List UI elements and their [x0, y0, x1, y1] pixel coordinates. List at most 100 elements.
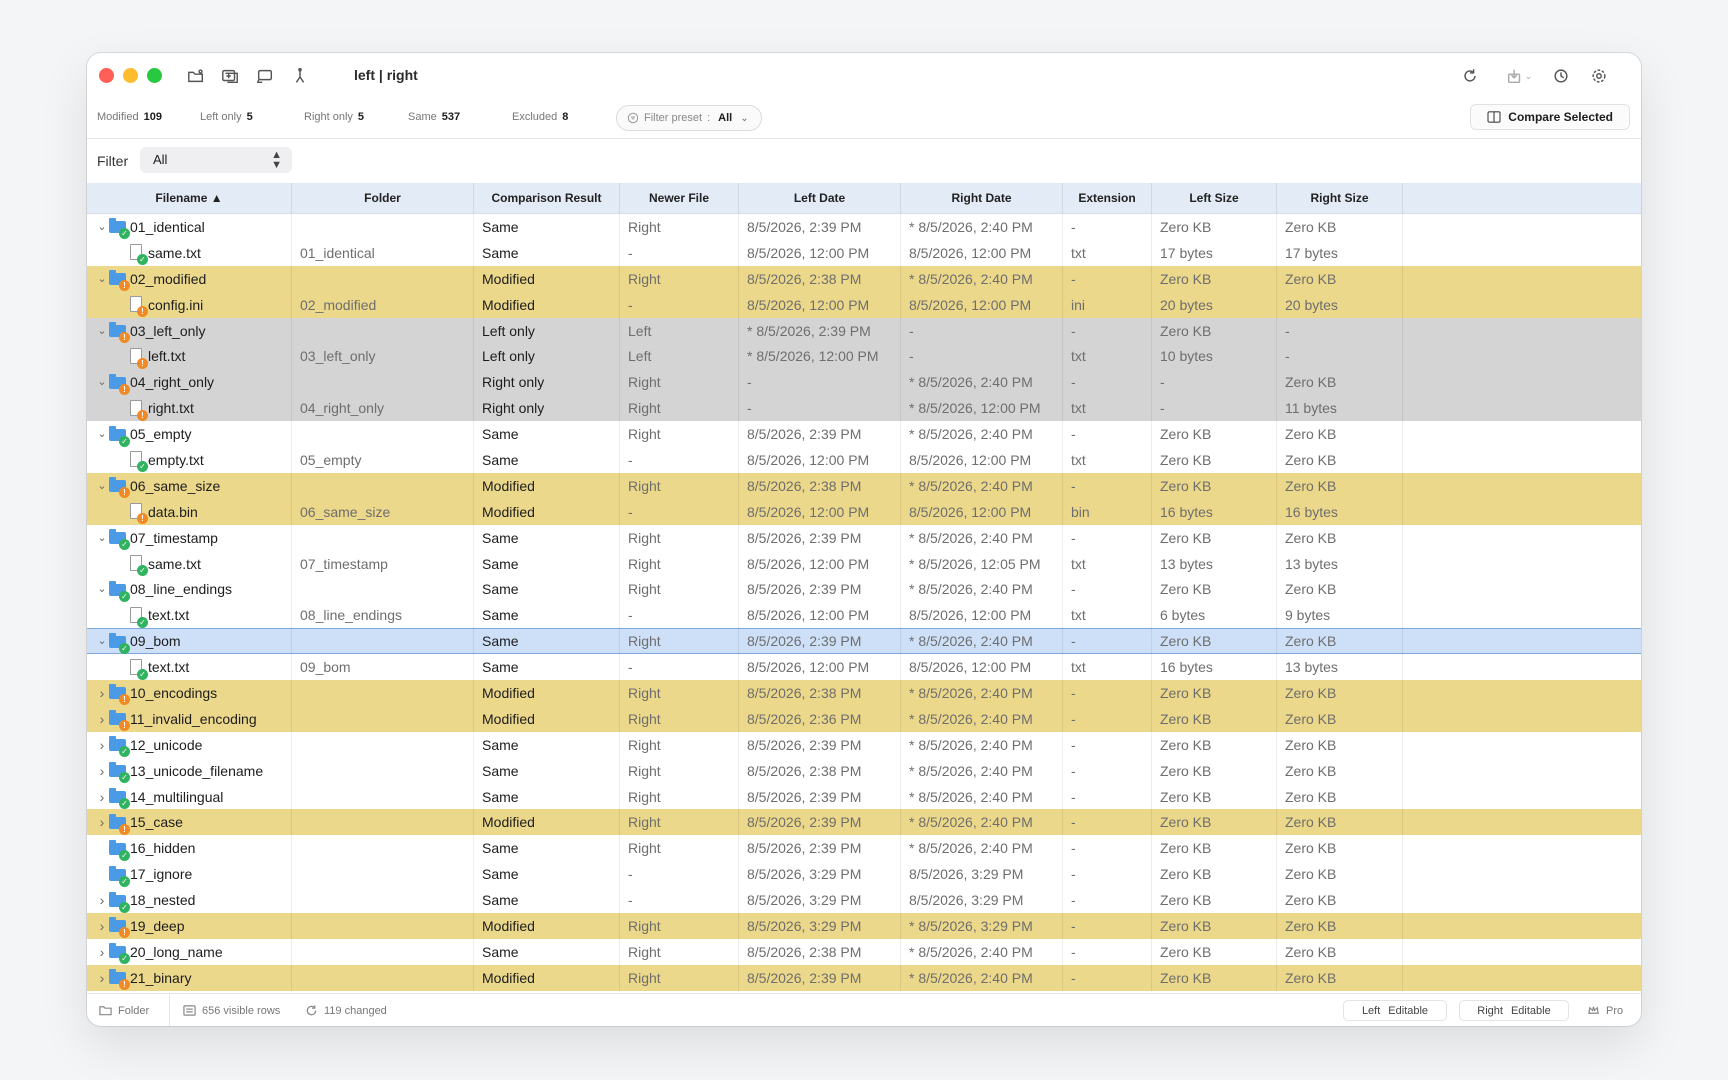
table-row[interactable]: ›! 19_deep Modified Right 8/5/2026, 3:29 PM *…	[87, 913, 1641, 939]
right-size-cell: 11 bytes	[1277, 395, 1403, 422]
table-row[interactable]: ⌄! 04_right_only Right only Right - * 8/5/202…	[87, 369, 1641, 396]
table-row[interactable]: › ✓ 18_nested Same -8/5/2026, 3:29 PM 8/5/202…	[87, 887, 1641, 914]
chevron-down-icon[interactable]: ⌄	[97, 531, 107, 544]
chevron-down-icon[interactable]: ⌄	[97, 220, 107, 233]
left-editable-toggle[interactable]: Left Editable	[1343, 1000, 1447, 1021]
chevron-right-icon[interactable]: ›	[99, 736, 105, 753]
table-row[interactable]: ✓ same.txt 01_identical Same -8/5/2026, 12:0…	[87, 239, 1641, 266]
chevron-right-icon[interactable]: ›	[99, 943, 105, 960]
table-row[interactable]: ! config.ini 02_modified Modified -8/5/2026,…	[87, 291, 1641, 318]
history-icon[interactable]	[1549, 64, 1573, 88]
table-row[interactable]: › ✓ 14_multilingual Same Right 8/5/2026, 2:39…	[87, 783, 1641, 810]
table-row[interactable]: ⌄! 06_same_size Modified Right 8/5/2026, 2:3…	[87, 472, 1641, 499]
chevron-down-icon[interactable]: ⌄	[97, 272, 107, 285]
chevron-down-icon[interactable]: ⌄	[97, 479, 107, 492]
chevron-right-icon[interactable]: ›	[99, 762, 105, 779]
column-header-right-date[interactable]: Right Date	[901, 183, 1063, 214]
table-row[interactable]: ✓ same.txt 07_timestamp Same Right 8/5/2026, …	[87, 550, 1641, 577]
chevron-right-icon[interactable]: ›	[99, 710, 105, 727]
right-size-cell: Zero KB	[1277, 757, 1403, 784]
column-header-left-date[interactable]: Left Date	[739, 183, 901, 214]
chevron-right-icon[interactable]: ›	[99, 918, 105, 934]
swap-sides-icon[interactable]	[253, 64, 277, 88]
filename-cell: › ✓ 18_nested	[87, 887, 292, 914]
table-row[interactable]: ›! 10_encodings Modified Right 8/5/2026, 2:3…	[87, 680, 1641, 706]
column-header-ext[interactable]: Extension	[1063, 183, 1152, 214]
stat-modified[interactable]: Modified 109	[97, 111, 162, 123]
file-icon: !	[127, 503, 148, 525]
stat-excluded[interactable]: Excluded 8	[512, 111, 568, 123]
chevron-down-icon[interactable]: ⌄	[97, 376, 107, 389]
left-size-cell: Zero KB	[1152, 783, 1277, 810]
right-editable-toggle[interactable]: Right Editable	[1459, 1000, 1569, 1021]
table-row[interactable]: ✓ text.txt 09_bom Same -8/5/2026, 12:00 PM 8/…	[87, 654, 1641, 681]
close-window-button[interactable]	[99, 68, 114, 83]
ext-cell: -	[1063, 913, 1152, 939]
table-row[interactable]: ›! 21_binary Modified Right 8/5/2026, 2:39 P…	[87, 964, 1641, 991]
minimize-window-button[interactable]	[123, 68, 138, 83]
result-cell: Modified	[474, 265, 620, 292]
stat-left-only[interactable]: Left only 5	[200, 111, 253, 123]
table-row[interactable]: ›! 11_invalid_encoding Modified Right 8/5/20…	[87, 705, 1641, 732]
left-size-cell: 6 bytes	[1152, 602, 1277, 629]
table-row[interactable]: ⌄ ✓ 08_line_endings Same Right 8/5/2026, 2:39…	[87, 576, 1641, 603]
filter-preset-dropdown[interactable]: Filter preset : All ⌄	[616, 105, 762, 131]
table-row[interactable]: › ✓ 13_unicode_filename Same Right 8/5/2026, …	[87, 757, 1641, 784]
table-row[interactable]: ✓ 16_hidden Same Right 8/5/2026, 2:39 PM * 8/…	[87, 835, 1641, 862]
open-folder-icon[interactable]	[184, 64, 208, 88]
warning-badge-icon: !	[119, 694, 130, 706]
folder-icon: ✓	[109, 839, 130, 861]
chevron-down-icon[interactable]: ⌄	[97, 583, 107, 596]
table-row[interactable]: › ✓ 12_unicode Same Right 8/5/2026, 2:39 PM * …	[87, 731, 1641, 758]
compare-selected-button[interactable]: Compare Selected	[1470, 104, 1630, 130]
filter-preset-label: Filter preset	[644, 112, 703, 124]
table-row[interactable]: ⌄ ✓ 09_bom Same Right 8/5/2026, 2:39 PM * 8/5/…	[87, 628, 1641, 655]
column-header-folder[interactable]: Folder	[292, 183, 474, 214]
table-row[interactable]: ⌄! 03_left_only Left only Left * 8/5/2026, 2…	[87, 317, 1641, 344]
column-header-left-size[interactable]: Left Size	[1152, 183, 1277, 214]
table-row[interactable]: ⌄ ✓ 01_identical Same Right 8/5/2026, 2:39 PM…	[87, 214, 1641, 240]
chevron-down-icon[interactable]: ⌄	[97, 635, 107, 648]
table-row[interactable]: ✓ 17_ignore Same -8/5/2026, 3:29 PM 8/5/2026…	[87, 861, 1641, 888]
status-folder[interactable]: Folder	[99, 1004, 149, 1017]
chevron-right-icon[interactable]: ›	[99, 969, 105, 986]
chevron-down-icon[interactable]: ⌄	[97, 324, 107, 337]
filename-cell: ⌄ ✓ 05_empty	[87, 421, 292, 448]
ext-cell: ini	[1063, 291, 1152, 318]
left-date-cell: 8/5/2026, 12:00 PM	[739, 291, 901, 318]
chevron-right-icon[interactable]: ›	[99, 788, 105, 805]
filter-select[interactable]: All ▲ ▼	[140, 147, 292, 173]
table-row[interactable]: ›! 15_case Modified Right 8/5/2026, 2:39 PM *…	[87, 809, 1641, 836]
settings-icon[interactable]	[1587, 64, 1611, 88]
zoom-window-button[interactable]	[147, 68, 162, 83]
table-row[interactable]: ! data.bin 06_same_size Modified -8/5/2026, …	[87, 498, 1641, 525]
column-header-right-size[interactable]: Right Size	[1277, 183, 1403, 214]
chevron-right-icon[interactable]: ›	[99, 684, 105, 701]
column-header-result[interactable]: Comparison Result	[474, 183, 620, 214]
column-header-name[interactable]: Filename ▲	[87, 183, 292, 214]
stat-right-only[interactable]: Right only 5	[304, 111, 364, 123]
chevron-right-icon[interactable]: ›	[99, 814, 105, 831]
table-row[interactable]: › ✓ 20_long_name Same Right 8/5/2026, 2:38 PM…	[87, 938, 1641, 965]
filename-text: 20_long_name	[130, 943, 223, 960]
export-icon[interactable]: ⌄	[1501, 64, 1537, 88]
table-row[interactable]: ✓ empty.txt 05_empty Same -8/5/2026, 12:00 P…	[87, 447, 1641, 473]
merge-icon[interactable]	[288, 64, 312, 88]
stat-same[interactable]: Same 537	[408, 111, 460, 123]
table-row[interactable]: ⌄ ✓ 05_empty Same Right 8/5/2026, 2:39 PM * 8/…	[87, 421, 1641, 448]
chevron-right-icon[interactable]: ›	[99, 892, 105, 909]
table-row[interactable]: ⌄! 02_modified Modified Right 8/5/2026, 2:38…	[87, 265, 1641, 292]
right-size-cell: Zero KB	[1277, 524, 1403, 551]
table-row[interactable]: ✓ text.txt 08_line_endings Same -8/5/2026, 1…	[87, 602, 1641, 629]
pro-badge[interactable]: Pro	[1587, 1004, 1623, 1017]
folder-icon: ✓	[109, 632, 130, 654]
refresh-icon[interactable]	[1458, 64, 1482, 88]
table-row[interactable]: ! left.txt 03_left_only Left only Left * 8/5/…	[87, 343, 1641, 370]
column-header-newer[interactable]: Newer File	[620, 183, 739, 214]
table-row[interactable]: ! right.txt 04_right_only Right only Right - *…	[87, 395, 1641, 422]
table-row[interactable]: ⌄ ✓ 07_timestamp Same Right 8/5/2026, 2:39 PM…	[87, 524, 1641, 551]
filename-text: 03_left_only	[130, 322, 206, 339]
chevron-down-icon[interactable]: ⌄	[97, 428, 107, 441]
folder-cell: 08_line_endings	[292, 602, 474, 629]
new-compare-icon[interactable]	[218, 64, 242, 88]
